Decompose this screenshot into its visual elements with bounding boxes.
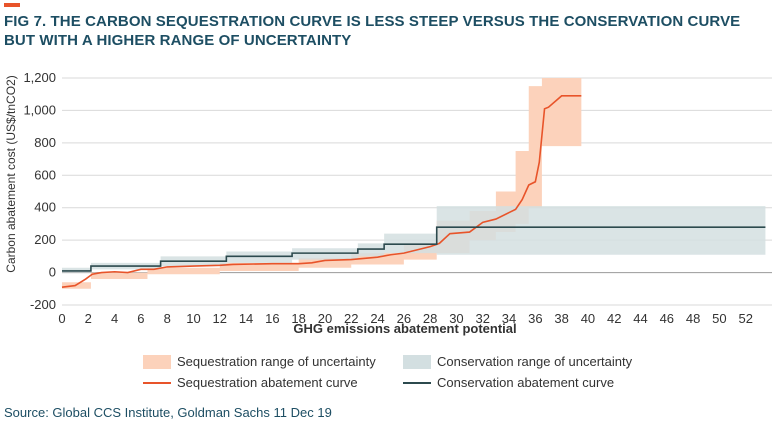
y-tick-label: 600	[34, 167, 56, 182]
x-tick-label: 48	[686, 311, 700, 326]
x-tick-label: 26	[397, 311, 411, 326]
figure-title: FIG 7. THE CARBON SEQUESTRATION CURVE IS…	[4, 13, 741, 49]
x-tick-label: 36	[528, 311, 542, 326]
x-tick-label: 50	[712, 311, 726, 326]
x-tick-label: 28	[423, 311, 437, 326]
abatement-curves	[61, 95, 766, 288]
legend-label: Sequestration abatement curve	[177, 375, 358, 390]
legend-label: Conservation range of uncertainty	[437, 354, 633, 369]
x-tick-label: 44	[633, 311, 647, 326]
x-tick-label: 2	[85, 311, 92, 326]
x-tick-label: 30	[449, 311, 463, 326]
legend-swatch	[403, 355, 431, 369]
y-axis-ticks: -200 0 200 400 600 800 1,000 1,200	[23, 70, 56, 312]
uncertainty-bands	[62, 78, 766, 289]
y-tick-label: 400	[34, 200, 56, 215]
source-note: Source: Global CCS Institute, Goldman Sa…	[4, 405, 332, 420]
x-tick-label: 22	[344, 311, 358, 326]
y-tick-label: 1,000	[23, 102, 56, 117]
x-tick-label: 52	[738, 311, 752, 326]
y-axis-label: Carbon abatement cost (US$/tnCO2)	[4, 75, 18, 272]
x-axis-label: GHG emissions abatement potential	[293, 321, 516, 336]
x-tick-label: 20	[318, 311, 332, 326]
accent-bar	[4, 3, 20, 7]
x-tick-label: 16	[265, 311, 279, 326]
legend-label: Sequestration range of uncertainty	[177, 354, 376, 369]
series-line-2	[61, 95, 582, 288]
y-tick-label: 200	[34, 232, 56, 247]
x-tick-label: 18	[291, 311, 305, 326]
x-tick-label: 38	[554, 311, 568, 326]
y-tick-label: 1,200	[23, 70, 56, 85]
legend: Sequestration range of uncertainty Conser…	[143, 354, 633, 390]
x-tick-label: 40	[581, 311, 595, 326]
series-line-3	[62, 226, 766, 272]
x-tick-label: 8	[164, 311, 171, 326]
x-tick-label: 34	[502, 311, 516, 326]
x-tick-label: 4	[111, 311, 118, 326]
x-tick-label: 6	[137, 311, 144, 326]
legend-label: Conservation abatement curve	[437, 375, 614, 390]
y-tick-label: 0	[49, 265, 56, 280]
x-tick-label: 46	[660, 311, 674, 326]
x-tick-label: 0	[58, 311, 65, 326]
band-1	[62, 206, 766, 273]
x-axis-ticks: 0 2 4 6 8 10 12 14 16 18 20 22 24 26 28 30 32 34 36 38 40 42 4…	[58, 311, 753, 326]
y-tick-label: -200	[30, 297, 56, 312]
x-tick-label: 32	[476, 311, 490, 326]
y-tick-label: 800	[34, 135, 56, 150]
x-tick-label: 14	[239, 311, 253, 326]
legend-swatch	[143, 355, 171, 369]
x-tick-label: 10	[186, 311, 200, 326]
x-tick-label: 12	[213, 311, 227, 326]
x-tick-label: 42	[607, 311, 621, 326]
x-tick-label: 24	[370, 311, 384, 326]
